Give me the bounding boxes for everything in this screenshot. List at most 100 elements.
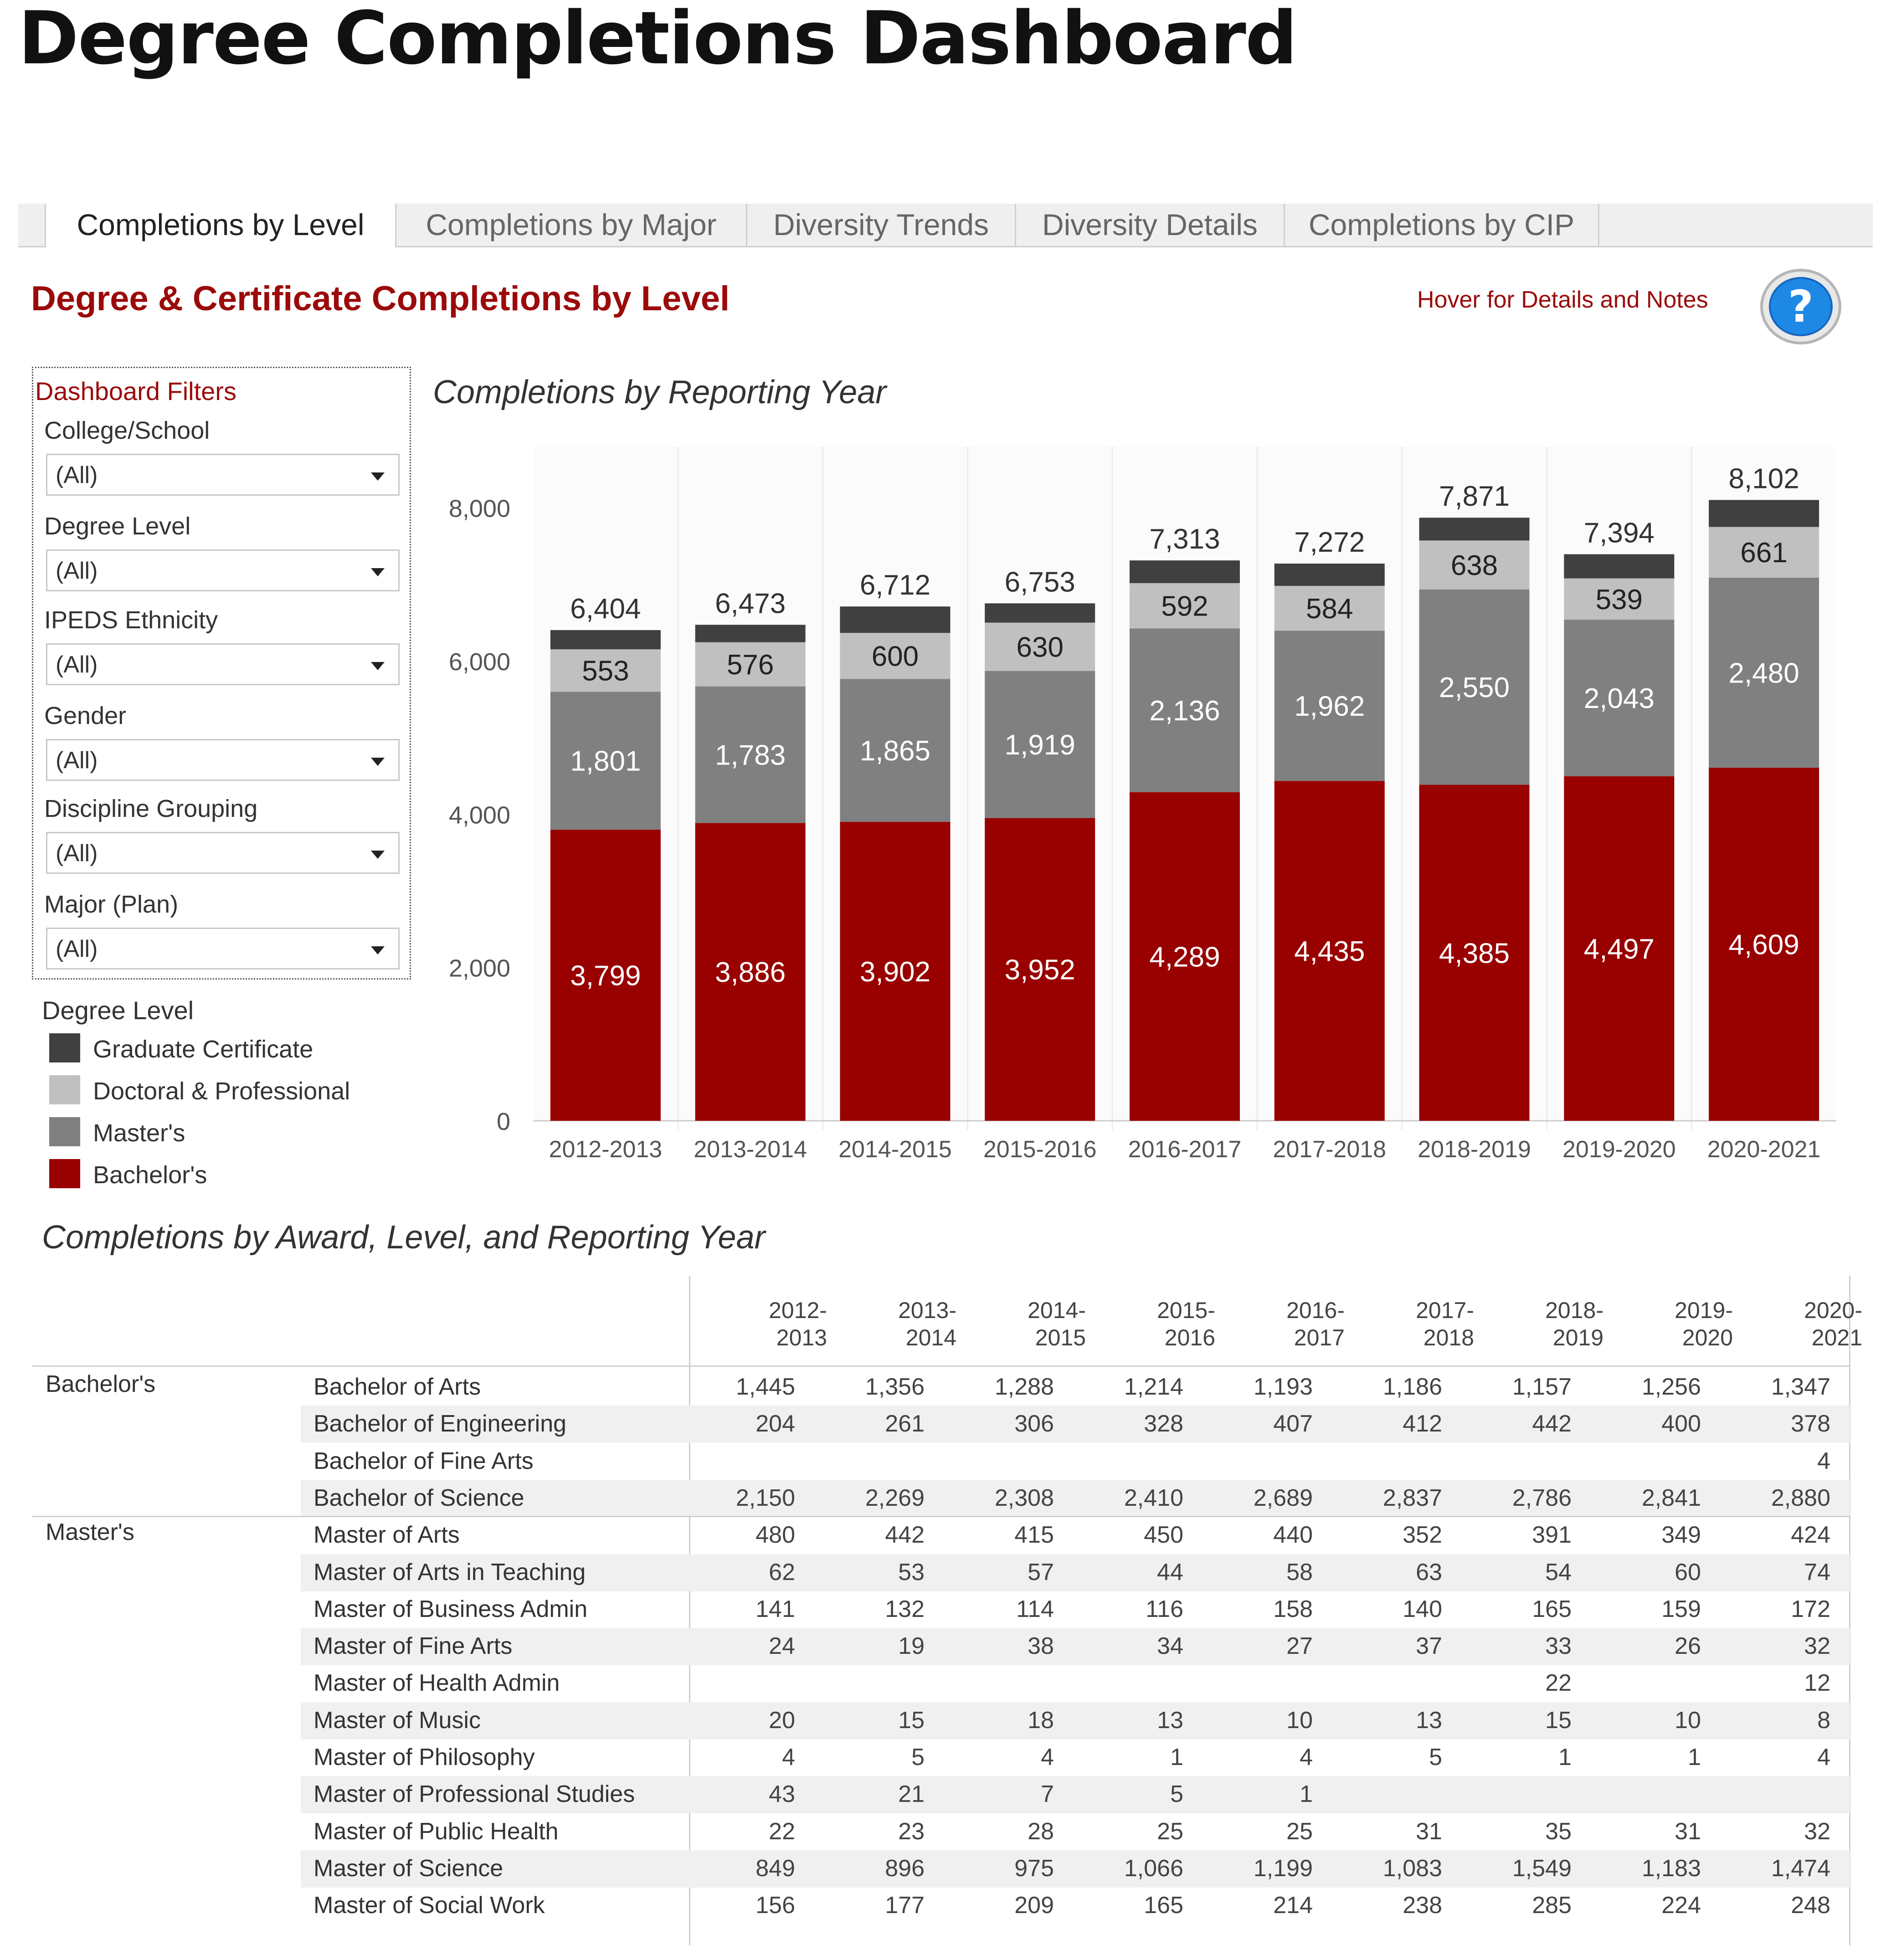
table-cell: 32 [1804,1633,1830,1660]
section-title: Degree & Certificate Completions by Leve… [31,279,730,318]
table-cell: 1,193 [1253,1374,1313,1400]
table-cell: 2,841 [1641,1484,1701,1511]
college-school-select[interactable]: (All) [46,454,400,496]
x-tick-label: 2013-2014 [694,1136,807,1163]
award-label: Bachelor of Fine Arts [313,1447,534,1474]
table-cell: 2,786 [1512,1484,1572,1511]
gender-select[interactable]: (All) [46,739,400,781]
award-label: Master of Business Admin [313,1596,588,1622]
x-tick-label: 2016-2017 [1128,1136,1242,1163]
table-cell: 209 [1014,1892,1054,1919]
discipline-grouping-select[interactable]: (All) [46,832,400,874]
table-cell: 4 [1041,1744,1054,1770]
table-cell: 975 [1014,1855,1054,1882]
bar-segment [985,818,1095,1121]
table-cell: 13 [1157,1707,1183,1734]
table-cell: 4 [782,1744,795,1770]
table-row: Master of Arts in Teaching 62 53 57 44 58 63 54… [32,1554,1850,1591]
table-cell: 15 [1545,1707,1572,1734]
degree-level-select[interactable]: (All) [46,549,400,591]
table-cell: 407 [1273,1411,1313,1437]
row-shade [301,1702,1850,1739]
bar-segment [840,606,951,633]
table-cell: 26 [1675,1633,1701,1660]
legend-item-doctoral-professional[interactable]: Doctoral & Professional [49,1075,377,1105]
tab-completions-by-level[interactable]: Completions by Level [45,204,396,247]
ipeds-ethnicity-select[interactable]: (All) [46,643,400,685]
completions-bar-chart: 0 2,000 4,000 6,000 8,000 3,799 1,801 553 6,404 2… [449,446,1836,1163]
table-cell: 1,083 [1382,1855,1442,1882]
award-label: Master of Social Work [313,1892,545,1919]
legend-swatch [49,1117,80,1146]
dropdown-arrow-icon [371,946,385,954]
table-cell: 2,837 [1382,1484,1442,1511]
year-header: 2016 [1164,1325,1215,1350]
table-cell: 12 [1804,1670,1830,1697]
select-value: (All) [56,652,98,678]
table-row: Master of Music 20 15 18 13 10 13 15 10 8 [32,1702,1850,1739]
bar-segment [1419,785,1530,1121]
bar-segment-label: 2,136 [1149,695,1220,727]
tab-completions-by-major[interactable]: Completions by Major [396,204,747,246]
bar-segment [550,649,661,692]
year-header: 2012- [769,1298,827,1323]
help-button[interactable]: ? [1760,268,1842,345]
award-label: Master of Philosophy [313,1744,535,1770]
legend-item-graduate-certificate[interactable]: Graduate Certificate [49,1033,377,1063]
bar-segment-label: 584 [1306,593,1353,625]
page-title: Degree Completions Dashboard [18,0,1297,81]
table-cell: 352 [1403,1522,1442,1549]
award-label: Master of Public Health [313,1818,559,1845]
bar-segment [1419,518,1530,541]
bar-segment [1564,578,1675,620]
bar-total-label: 6,473 [715,588,786,619]
tab-diversity-details[interactable]: Diversity Details [1016,204,1285,246]
table-cell: 28 [1028,1818,1054,1845]
table-row: Master of Philosophy 4 5 4 1 4 5 1 1 4 [32,1739,1850,1776]
table-cell: 224 [1661,1892,1701,1919]
table-cell: 25 [1286,1818,1313,1845]
table-cell: 1 [1558,1744,1572,1770]
table-cell: 261 [885,1411,925,1437]
bar-segment [1274,563,1385,586]
legend-item-bachelors[interactable]: Bachelor's [49,1159,377,1189]
tab-bar: Completions by Level Completions by Majo… [18,204,1873,247]
bar-segment-label: 1,801 [570,746,641,777]
table-cell: 442 [1532,1411,1572,1437]
table-cell: 140 [1403,1596,1442,1622]
table-cell: 238 [1403,1892,1442,1919]
table-cell: 20 [769,1707,795,1734]
award-label: Master of Science [313,1855,504,1882]
table-cell: 15 [898,1707,925,1734]
table-cell: 1,474 [1771,1855,1830,1882]
table-cell: 62 [769,1559,795,1585]
year-header: 2014- [1028,1298,1086,1323]
table-row: Bachelor of Engineering 204 261 306 328 407 41… [32,1406,1850,1443]
table-cell: 23 [898,1818,925,1845]
bar-segment [550,830,661,1121]
bar-segment-label: 1,865 [860,735,930,767]
table-cell: 450 [1144,1522,1183,1549]
year-header: 2015- [1157,1298,1215,1323]
table-cell: 1,445 [735,1374,795,1400]
table-cell: 10 [1286,1707,1313,1734]
tab-diversity-trends[interactable]: Diversity Trends [747,204,1016,246]
bar-segment [840,821,951,1121]
table-cell: 391 [1532,1522,1572,1549]
table-cell: 31 [1675,1818,1701,1845]
table-row: Master of Health Admin 22 12 [32,1665,1850,1702]
bar-segment-label: 4,289 [1149,941,1220,973]
table-cell: 1,256 [1641,1374,1701,1400]
table-cell: 1,347 [1771,1374,1830,1400]
table-cell: 2,150 [735,1484,795,1511]
table-right-border [1849,1276,1850,1945]
help-symbol: ? [1788,281,1814,332]
hover-details-link[interactable]: Hover for Details and Notes [1417,287,1708,313]
major-plan-select[interactable]: (All) [46,928,400,970]
legend-item-masters[interactable]: Master's [49,1117,377,1147]
table-title: Completions by Award, Level, and Reporti… [42,1219,766,1256]
table-cell: 19 [898,1633,925,1660]
award-label: Master of Health Admin [313,1670,560,1697]
tab-completions-by-cip[interactable]: Completions by CIP [1285,204,1599,246]
table-cell: 165 [1532,1596,1572,1622]
